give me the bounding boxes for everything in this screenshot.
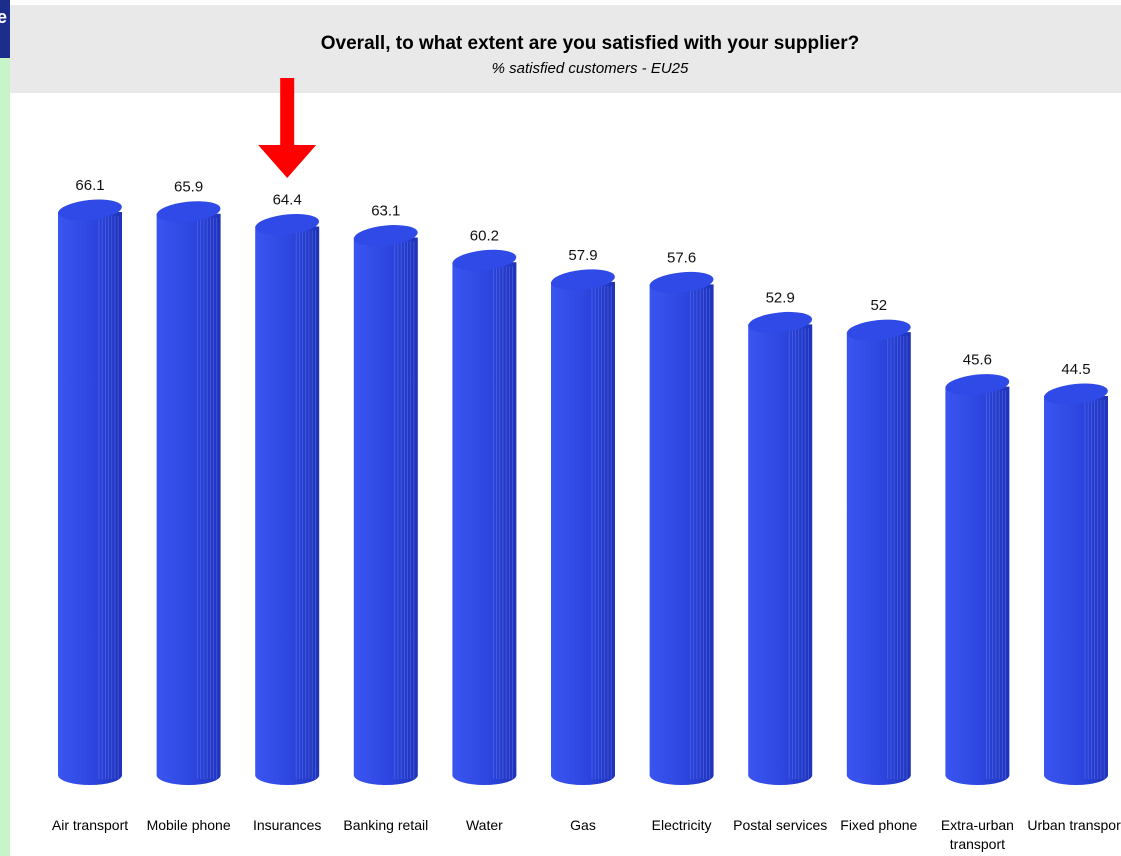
left-edge-tab: e <box>0 0 10 58</box>
bar-cap-insurances <box>255 213 320 235</box>
chart-title: Overall, to what extent are you satisfie… <box>320 33 860 54</box>
value-label-mobile-phone: 65.9 <box>174 179 203 196</box>
highlight-down-arrow <box>258 78 317 178</box>
category-label-gas: Gas <box>570 817 596 833</box>
bar-body-mobile-phone <box>156 213 221 785</box>
category-label-banking-retail: Banking retail <box>343 817 429 833</box>
bar-body-water <box>452 262 517 785</box>
chart-subtitle: % satisfied customers - EU25 <box>491 60 689 77</box>
bar-body-air-transport <box>58 212 122 785</box>
category-label-postal-services: Postal services <box>733 817 828 833</box>
value-labels-group: 66.1 65.9 64.4 63.1 60.2 57.9 57.6 52.9 52 45.6 44… <box>75 177 1090 378</box>
bar-body-insurances <box>255 226 320 785</box>
left-tab-glyph: e <box>0 7 8 27</box>
bar-cap-electricity <box>649 271 714 293</box>
category-label-air-transport: Air transport <box>51 817 129 833</box>
category-label-water: Water <box>465 817 503 833</box>
bar-cap-banking-retail <box>353 225 418 247</box>
bar-mobile-phone <box>156 201 221 785</box>
bar-cap-air-transport <box>58 199 122 221</box>
category-label-extra-urban-transport: Extra-urban transport <box>940 817 1014 852</box>
bar-body-fixed-phone <box>846 332 911 785</box>
value-label-insurances: 64.4 <box>273 191 302 208</box>
bar-cap-extra-urban-transport <box>945 374 1010 396</box>
bar-body-banking-retail <box>353 237 418 786</box>
category-label-mobile-phone: Mobile phone <box>146 817 231 833</box>
bar-body-postal-services <box>748 324 813 785</box>
left-edge-strip <box>0 0 10 856</box>
bar-fixed-phone <box>846 319 911 785</box>
bar-water <box>452 249 517 785</box>
bar-body-gas <box>551 281 615 785</box>
bar-insurances <box>255 213 320 785</box>
value-label-water: 60.2 <box>470 227 499 244</box>
category-label-electricity: Electricity <box>651 817 712 833</box>
value-label-air-transport: 66.1 <box>75 177 104 194</box>
bar-electricity <box>649 271 714 785</box>
bar-postal-services <box>748 311 813 785</box>
value-label-postal-services: 52.9 <box>766 289 795 306</box>
bar-cap-mobile-phone <box>156 201 221 223</box>
bar-body-extra-urban-transport <box>945 386 1010 785</box>
value-label-urban-transport: 44.5 <box>1061 361 1090 378</box>
bar-air-transport <box>58 199 122 785</box>
bar-urban-transport <box>1044 383 1108 785</box>
highlight-marker-group <box>258 78 317 178</box>
category-label-fixed-phone: Fixed phone <box>840 817 918 833</box>
bar-cap-gas <box>551 269 615 291</box>
bar-body-electricity <box>649 284 714 785</box>
category-label-insurances: Insurances <box>252 817 322 833</box>
bar-cap-fixed-phone <box>846 319 911 341</box>
value-label-banking-retail: 63.1 <box>371 203 400 220</box>
value-label-fixed-phone: 52 <box>870 297 887 314</box>
bar-cap-postal-services <box>748 311 813 333</box>
category-label-urban-transport: Urban transport <box>1027 817 1121 833</box>
value-label-gas: 57.9 <box>568 247 597 264</box>
bar-gas <box>551 269 615 785</box>
bar-banking-retail <box>353 225 418 786</box>
chart-header: Overall, to what extent are you satisfie… <box>10 5 1121 93</box>
bar-extra-urban-transport <box>945 374 1010 785</box>
bars-group <box>58 199 1108 786</box>
bar-cap-urban-transport <box>1044 383 1108 405</box>
bar-body-urban-transport <box>1044 395 1108 785</box>
bar-cap-water <box>452 249 517 271</box>
value-label-electricity: 57.6 <box>667 249 696 266</box>
value-label-extra-urban-transport: 45.6 <box>963 352 992 369</box>
